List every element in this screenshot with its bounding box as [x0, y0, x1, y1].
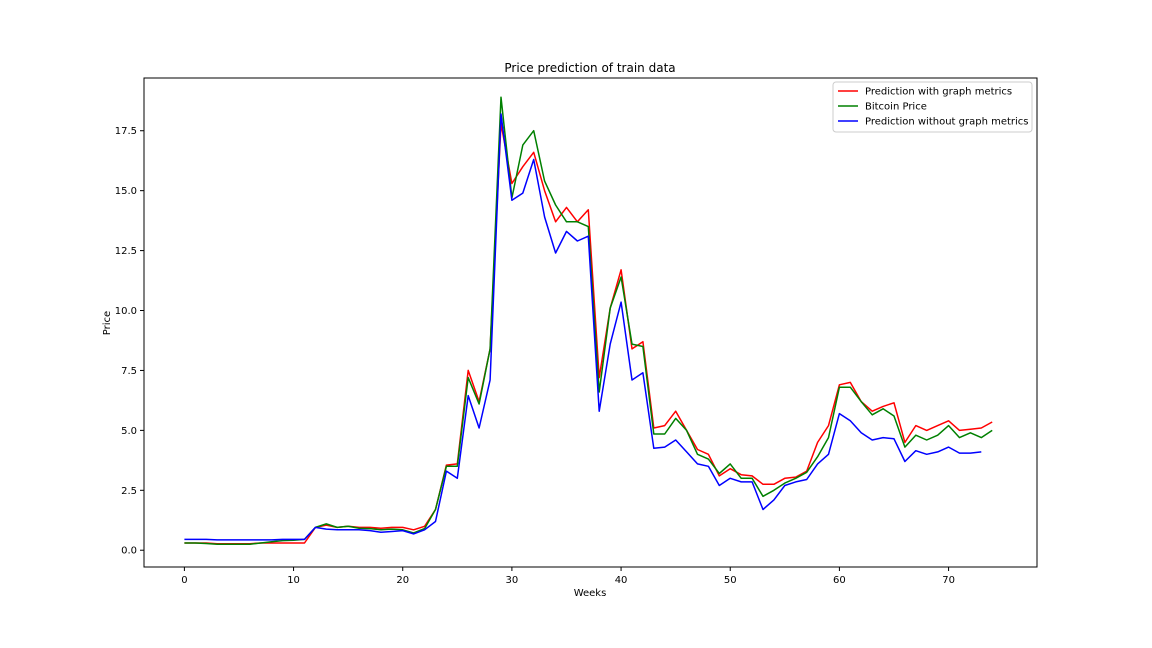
x-axis-label: Weeks — [574, 588, 607, 599]
y-tick-label: 7.5 — [121, 366, 137, 377]
series-line-1 — [184, 96, 993, 545]
y-axis: 0.0 2.5 5.0 7.5 10.0 12.5 15.0 17.5 — [115, 126, 144, 557]
x-tick-label: 40 — [615, 575, 628, 586]
x-tick-label: 70 — [942, 575, 955, 586]
x-tick-label: 30 — [506, 575, 519, 586]
y-tick-label: 15.0 — [115, 186, 137, 197]
y-tick-label: 5.0 — [121, 426, 137, 437]
legend-label-2: Prediction without graph metrics — [865, 117, 1029, 128]
y-tick-label: 10.0 — [115, 306, 137, 317]
legend-label-0: Prediction with graph metrics — [865, 87, 1012, 98]
legend: Prediction with graph metrics Bitcoin Pri… — [832, 81, 1033, 133]
series-line-2 — [184, 113, 982, 541]
y-axis-label: Price — [102, 311, 113, 335]
y-tick-label: 12.5 — [115, 246, 137, 257]
chart-title: Price prediction of train data — [504, 61, 675, 75]
x-axis: 0 10 20 30 40 50 60 70 — [181, 567, 955, 586]
x-tick-label: 20 — [396, 575, 409, 586]
x-tick-label: 50 — [724, 575, 737, 586]
legend-box — [832, 81, 1033, 133]
y-tick-label: 0.0 — [121, 546, 137, 557]
series-layer — [184, 96, 993, 545]
y-tick-label: 17.5 — [115, 126, 137, 137]
x-tick-label: 0 — [181, 575, 187, 586]
legend-label-1: Bitcoin Price — [865, 102, 927, 113]
plot-frame — [143, 77, 1038, 568]
x-tick-label: 10 — [287, 575, 300, 586]
plot-area — [143, 77, 1038, 568]
x-tick-label: 60 — [833, 575, 846, 586]
y-tick-label: 2.5 — [121, 486, 137, 497]
